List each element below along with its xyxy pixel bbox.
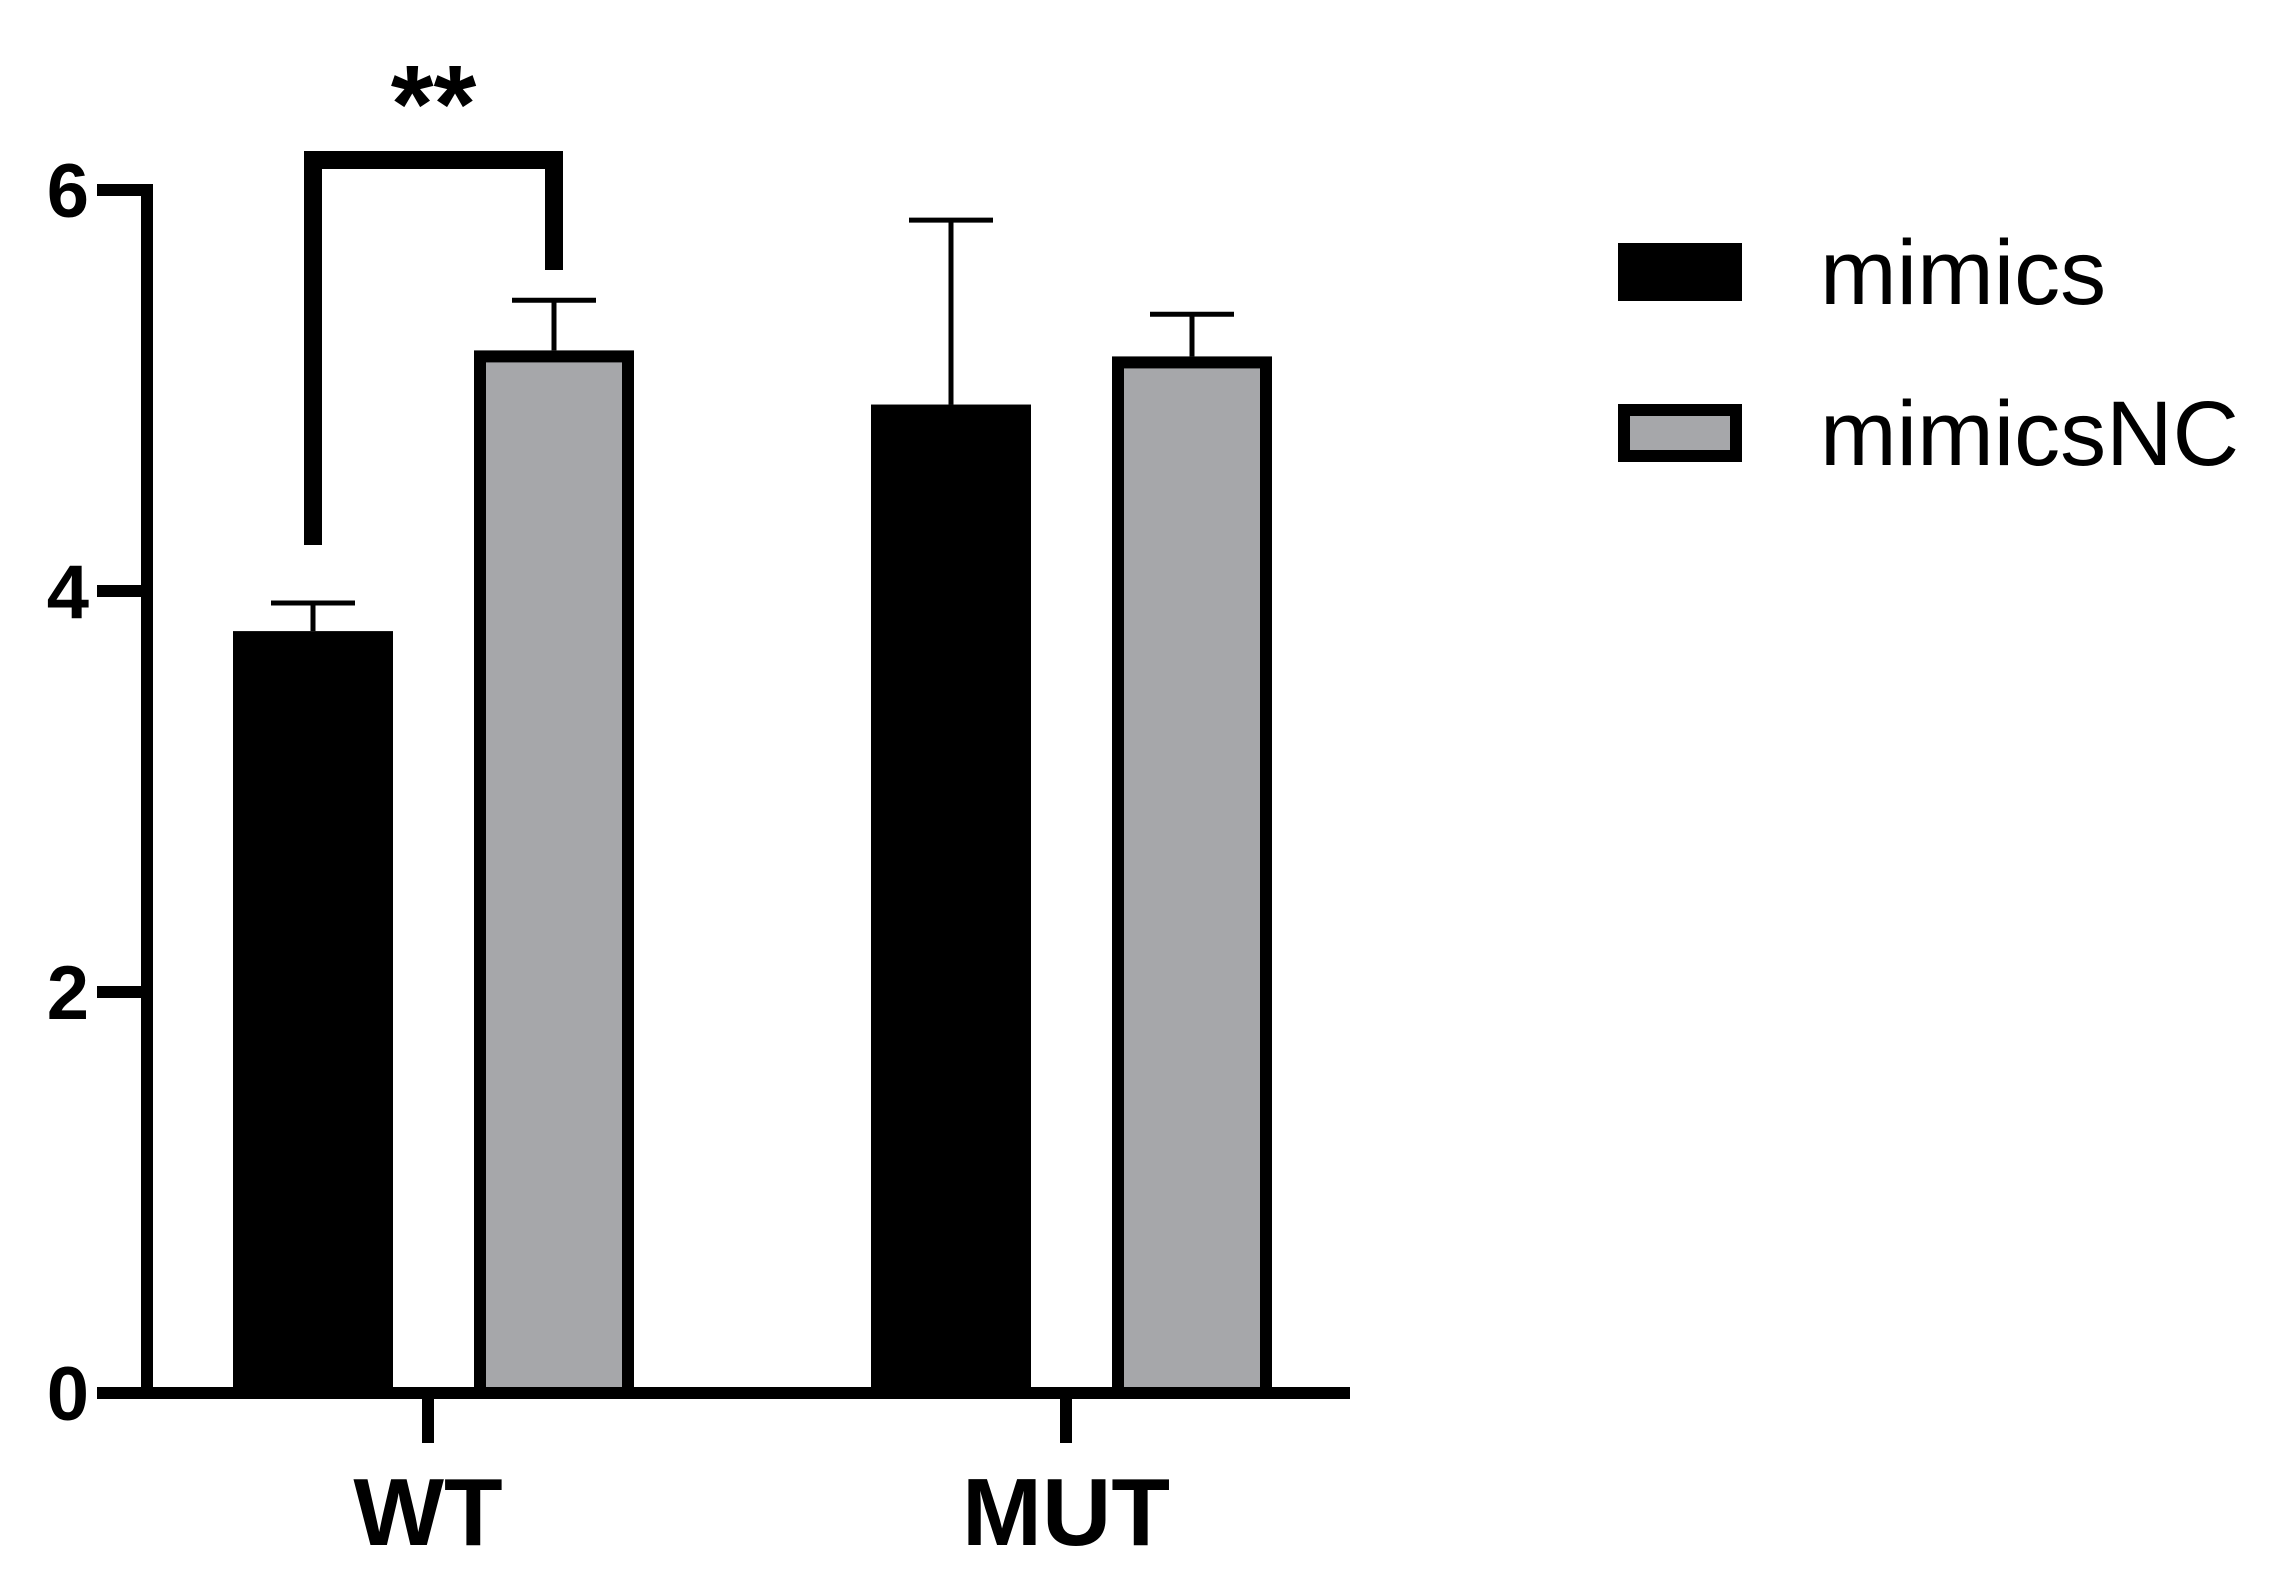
bar-mimicsNC-MUT	[1112, 356, 1272, 1399]
legend-swatch-mimicsNC	[1618, 404, 1742, 462]
legend-label-mimics: mimics	[1820, 222, 2106, 324]
y-tick-label: 6	[47, 149, 89, 234]
legend-swatch-mimics	[1618, 243, 1742, 301]
significance-label: **	[391, 43, 477, 166]
y-tick-label: 0	[47, 1352, 89, 1437]
bar-mimics-WT	[233, 631, 393, 1393]
bars-layer	[233, 350, 1272, 1399]
bar-mimics-MUT	[871, 404, 1031, 1393]
legend-label-mimicsNC: mimicsNC	[1820, 383, 2239, 485]
x-tick-label: WT	[353, 1459, 502, 1566]
y-tick-label: 2	[47, 951, 89, 1036]
error-bars-layer	[271, 217, 1234, 632]
significance-bracket	[304, 151, 563, 545]
legend: mimics mimicsNC	[1618, 222, 2239, 485]
y-tick-label: 4	[47, 550, 89, 635]
significance-layer: **	[304, 43, 563, 545]
x-tick-label: MUT	[962, 1459, 1170, 1566]
axes-layer: 0 2 4 6 WT MUT	[47, 149, 1350, 1566]
bar-mimicsNC-WT	[474, 350, 634, 1399]
